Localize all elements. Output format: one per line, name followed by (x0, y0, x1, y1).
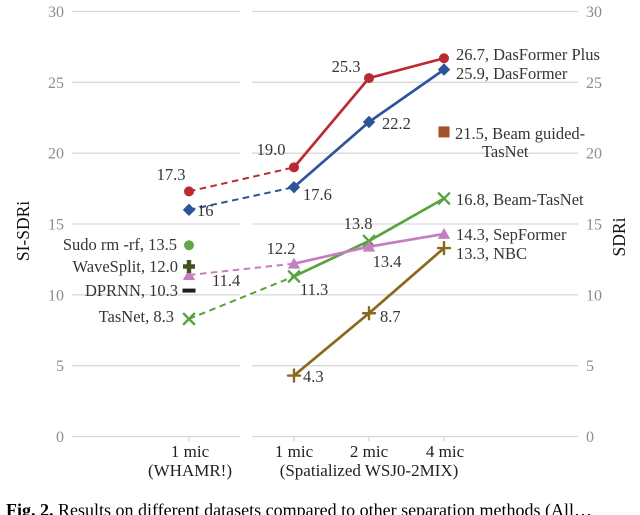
left-axis-tick-20: 20 (48, 146, 64, 163)
right-axis-tick-15: 15 (586, 216, 602, 233)
marker-dasformer-plus (364, 73, 374, 84)
x-axis-label-1: (WHAMR!) (148, 461, 232, 480)
x-axis-label-4: 4 mic (426, 442, 465, 461)
data-label-0: 17.3 (157, 165, 186, 184)
marker-beam-guided-tasnet (438, 126, 450, 138)
series-beam-guided-tasnet (438, 126, 450, 138)
caption-text: Results on different datasets compared t… (53, 500, 593, 515)
data-label-3: 17.6 (303, 185, 332, 204)
data-label-12: 13.3, NBC (456, 244, 527, 263)
right-axis-tick-10: 10 (586, 287, 602, 304)
data-label-15: 12.2 (267, 239, 296, 258)
series-wavesplit (183, 260, 195, 273)
marker-sepformer (287, 257, 301, 269)
marker-sepformer (362, 240, 376, 252)
dashed-link-dasformer-plus (188, 166, 295, 193)
left-axis-tick-15: 15 (48, 216, 64, 233)
right-axis-tick-25: 25 (586, 75, 602, 92)
data-label-22: DPRNN, 10.3 (85, 281, 178, 300)
left-axis-tick-5: 5 (56, 358, 64, 375)
right-axis-tick-20: 20 (586, 146, 602, 163)
series-dprnn (182, 288, 196, 293)
marker-dasformer-plus (439, 53, 449, 64)
data-label-20: Sudo rm -rf, 13.5 (63, 235, 177, 254)
right-axis-tick-30: 30 (586, 4, 602, 21)
x-axis-label-3: 2 mic (350, 442, 389, 461)
marker-beam-tasnet (287, 270, 301, 283)
data-label-18: 4.3 (303, 367, 324, 386)
marker-sepformer (437, 227, 451, 239)
data-label-21: WaveSplit, 12.0 (73, 257, 178, 276)
data-label-16: 11.3 (300, 280, 328, 299)
series-sepformer (182, 227, 451, 280)
si-sdri-line-chart: 0 0 5 5 10 10 15 15 20 20 25 25 30 30 17.3 16 19.0 17.6 25… (13, 4, 629, 480)
dashed-link-beam-tasnet (188, 275, 295, 320)
data-label-2: 19.0 (257, 140, 286, 159)
marker-dasformer (182, 203, 196, 217)
data-label-10: 16.8, Beam-TasNet (456, 190, 584, 209)
left-axis-tick-30: 30 (48, 4, 64, 21)
data-label-4: 25.3 (332, 57, 361, 76)
dashed-link-dasformer (188, 186, 295, 211)
left-axis-tick-25: 25 (48, 75, 64, 92)
series-nbc (286, 240, 452, 383)
marker-dasformer (437, 63, 451, 76)
dashed-link-sepformer (188, 262, 295, 276)
marker-dasformer-plus (289, 162, 299, 173)
data-label-7: 25.9, DasFormer (456, 64, 568, 83)
line-dasformer (293, 68, 445, 189)
series-dasformer-plus (184, 53, 449, 197)
marker-dprnn (182, 288, 196, 293)
data-label-19: 11.4 (212, 271, 240, 290)
left-axis-tick-10: 10 (48, 287, 64, 304)
marker-nbc (436, 240, 452, 256)
data-label-17: 8.7 (380, 307, 401, 326)
caption-figure-number: Fig. 2. (6, 500, 54, 515)
right-axis-tick-0: 0 (586, 429, 594, 446)
data-label-5: 22.2 (382, 114, 411, 133)
marker-dasformer-plus (184, 186, 194, 197)
right-axis-title: SDRi (609, 217, 629, 256)
data-label-9: TasNet (482, 142, 529, 161)
marker-dasformer (287, 180, 301, 194)
marker-beam-tasnet (182, 312, 196, 326)
marker-dasformer (362, 115, 376, 129)
data-label-11: 14.3, SepFormer (456, 225, 567, 244)
data-label-6: 26.7, DasFormer Plus (456, 45, 600, 64)
x-axis-label-0: 1 mic (171, 442, 210, 461)
left-axis-tick-0: 0 (56, 429, 64, 446)
marker-sepformer (182, 268, 196, 280)
x-axis-label-5: (Spatialized WSJ0-2MIX) (280, 461, 459, 480)
left-axis-title: SI-SDRi (13, 201, 33, 261)
data-label-14: 13.4 (373, 252, 402, 271)
marker-beam-tasnet (437, 192, 451, 205)
marker-nbc (361, 306, 377, 321)
figure-caption: Fig. 2. Results on different datasets co… (6, 500, 636, 515)
data-label-23: TasNet, 8.3 (99, 307, 174, 326)
x-axis-label-2: 1 mic (275, 442, 314, 461)
marker-sudo-rm-rf (184, 240, 194, 251)
data-label-13: 13.8 (344, 214, 373, 233)
data-label-8: 21.5, Beam guided- (455, 124, 585, 143)
marker-wavesplit (183, 260, 195, 273)
series-sudo-rm-rf (184, 240, 194, 251)
right-axis-tick-5: 5 (586, 358, 594, 375)
marker-nbc (286, 368, 302, 383)
series-dasformer (182, 63, 451, 217)
data-label-1: 16 (197, 201, 214, 220)
